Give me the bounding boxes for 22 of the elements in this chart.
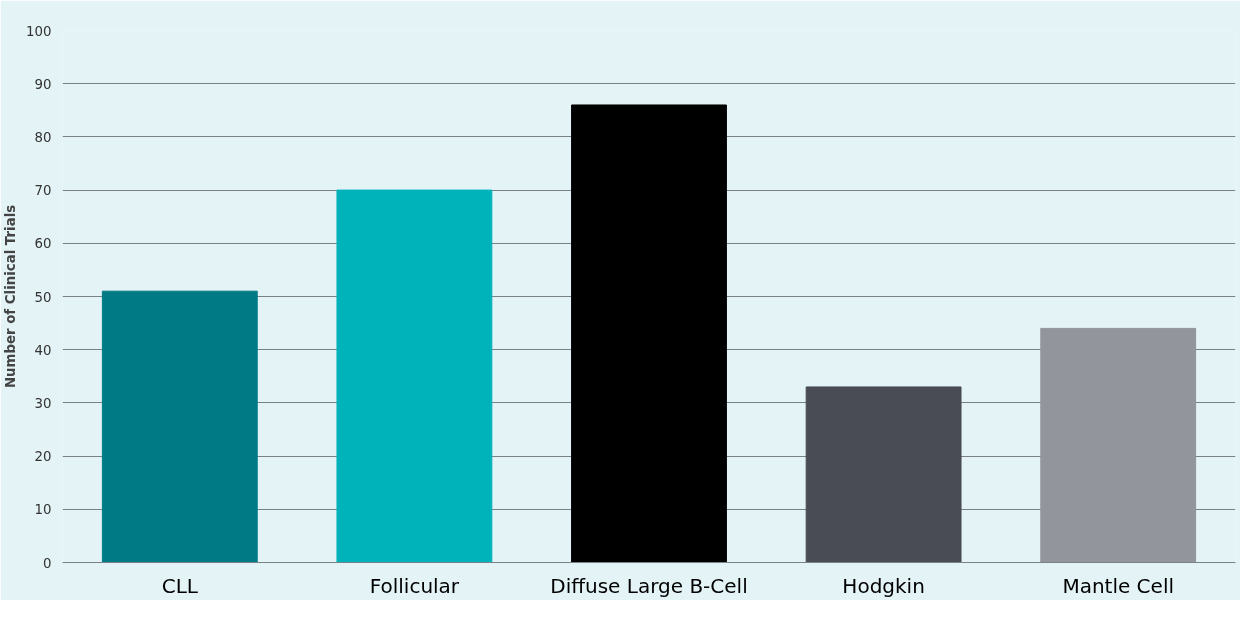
x-tick-label: CLL [161,573,199,598]
y-tick-label: 40 [34,342,52,358]
y-tick-label: 60 [34,236,52,252]
x-tick-label: Mantle Cell [1062,573,1175,598]
y-tick-label: 100 [26,23,52,39]
bar [101,290,258,563]
bar [805,386,962,563]
bar [571,104,727,563]
bar [1040,327,1197,563]
y-tick-label: 20 [34,449,52,465]
x-tick-label: Diffuse Large B-Cell [550,573,748,598]
y-tick-label: 0 [43,555,52,571]
x-tick-label: Follicular [369,573,460,598]
y-axis-title: Number of Clinical Trials [3,204,19,389]
x-tick-label: Hodgkin [842,573,925,598]
y-tick-label: 50 [34,289,52,305]
y-tick-label: 70 [34,183,52,199]
y-tick-label: 80 [34,129,52,145]
y-tick-label: 90 [34,76,52,92]
y-tick-label: 10 [34,502,52,518]
bar [336,189,493,563]
y-tick-label: 30 [34,395,52,411]
